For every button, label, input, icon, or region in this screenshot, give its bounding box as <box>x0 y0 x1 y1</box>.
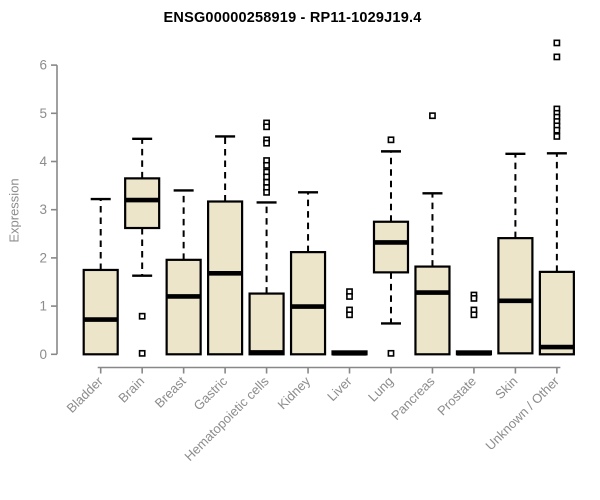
outlier-hematopoietic-cells-8 <box>263 178 270 186</box>
box-brain <box>124 177 161 230</box>
x-tick-label-gastric: Gastric <box>191 373 231 413</box>
y-tick-label-0: 0 <box>39 347 47 362</box>
box-bladder <box>82 268 119 356</box>
y-tick-label-1: 1 <box>39 299 47 314</box>
outlier-hematopoietic-cells-5 <box>263 161 270 169</box>
outlier-hematopoietic-cells-3 <box>263 139 270 147</box>
x-tick-label-unknown-other: Unknown / Other <box>482 373 562 453</box>
y-tick-label-4: 4 <box>39 154 47 169</box>
chart-title: ENSG00000258919 - RP11-1029J19.4 <box>163 10 422 26</box>
box-hematopoietic-cells <box>248 292 285 356</box>
box-pancreas <box>414 265 451 356</box>
x-tick-label-breast: Breast <box>152 373 189 410</box>
outlier-prostate-1 <box>470 294 478 302</box>
outlier-lung-1 <box>387 349 395 357</box>
x-tick-label-liver: Liver <box>324 373 355 404</box>
box-gastric <box>207 200 244 356</box>
outlier-pancreas-0 <box>429 112 436 120</box>
x-tick-label-pancreas: Pancreas <box>388 373 438 423</box>
y-tick-label-3: 3 <box>39 202 47 217</box>
outlier-hematopoietic-cells-7 <box>263 173 270 181</box>
outlier-hematopoietic-cells-10 <box>263 188 270 196</box>
box-unknown-other <box>538 270 575 356</box>
y-tick-label-2: 2 <box>39 250 47 265</box>
x-tick-label-prostate: Prostate <box>434 374 479 419</box>
box-kidney <box>289 251 327 356</box>
outlier-liver-1 <box>346 293 353 300</box>
box-skin <box>497 237 534 355</box>
outlier-hematopoietic-cells-1 <box>263 123 270 131</box>
x-tick-label-lung: Lung <box>365 374 396 405</box>
box-lung <box>372 220 410 274</box>
x-tick-label-kidney: Kidney <box>274 373 313 412</box>
y-tick-label-6: 6 <box>39 58 47 73</box>
outlier-prostate-3 <box>470 311 478 319</box>
outlier-unknown-other-7 <box>553 126 561 134</box>
y-tick-label-5: 5 <box>39 106 47 121</box>
outlier-brain-0 <box>138 312 146 320</box>
box-breast <box>165 258 202 356</box>
x-tick-label-skin: Skin <box>492 374 520 402</box>
x-tick-label-bladder: Bladder <box>64 373 107 416</box>
outlier-unknown-other-0 <box>553 39 561 47</box>
outlier-lung-0 <box>387 136 395 144</box>
x-tick-label-brain: Brain <box>115 374 147 406</box>
outlier-brain-1 <box>138 349 146 357</box>
outlier-unknown-other-1 <box>553 53 561 61</box>
outlier-unknown-other-8 <box>553 133 561 140</box>
outlier-liver-3 <box>346 311 353 319</box>
